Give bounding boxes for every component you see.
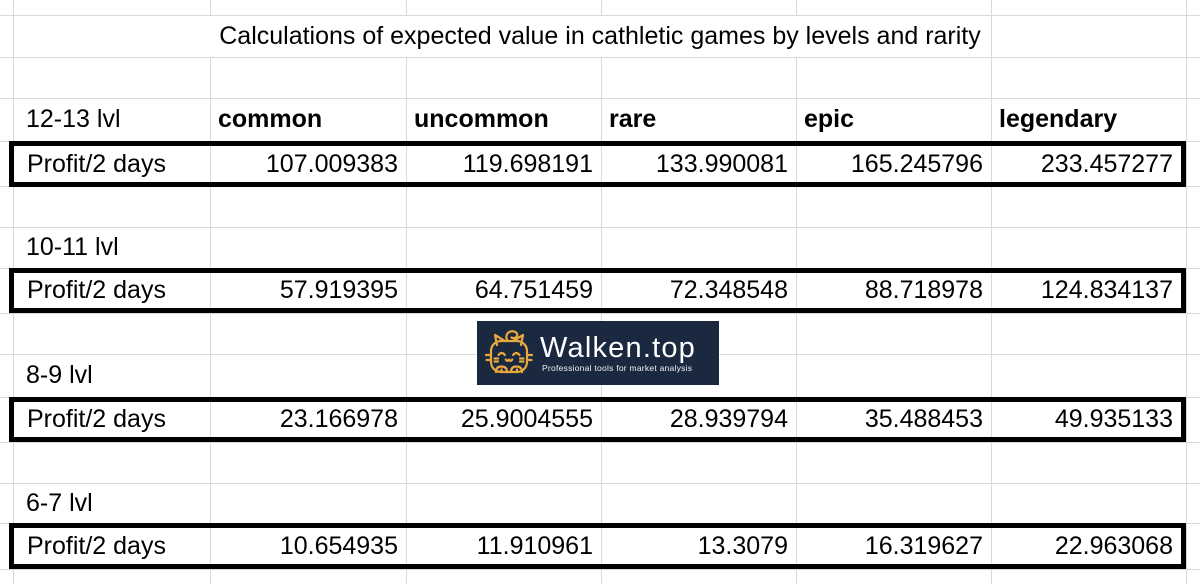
profit-value-legendary[interactable]: 233.457277 [991, 146, 1181, 182]
watermark-logo: Walken.top Professional tools for market… [477, 321, 719, 385]
rarity-header-common[interactable]: common [218, 105, 323, 133]
brand-tagline: Professional tools for market analysis [542, 362, 693, 373]
profit-value-common[interactable]: 23.166978 [210, 402, 406, 437]
h-gridline [0, 227, 1200, 228]
profit-row-label[interactable]: Profit/2 days [27, 276, 166, 304]
level-label-12-13[interactable]: 12-13 lvl [26, 105, 121, 133]
profit-row-10-11: Profit/2 days 57.919395 64.751459 72.348… [9, 268, 1186, 313]
profit-value-legendary[interactable]: 124.834137 [991, 273, 1181, 308]
profit-value-legendary[interactable]: 22.963068 [991, 528, 1181, 564]
profit-value-rare[interactable]: 13.3079 [601, 528, 796, 564]
profit-value-common[interactable]: 107.009383 [210, 146, 406, 182]
profit-row-6-7: Profit/2 days 10.654935 11.910961 13.307… [9, 523, 1186, 569]
profit-value-uncommon[interactable]: 64.751459 [406, 273, 601, 308]
profit-value-uncommon[interactable]: 25.9004555 [406, 402, 601, 437]
profit-row-label[interactable]: Profit/2 days [27, 405, 166, 433]
h-gridline [0, 313, 1200, 314]
profit-value-rare[interactable]: 133.990081 [601, 146, 796, 182]
profit-value-uncommon[interactable]: 11.910961 [406, 528, 601, 564]
rarity-header-epic[interactable]: epic [804, 105, 855, 133]
h-gridline [0, 483, 1200, 484]
h-gridline [0, 57, 1200, 58]
rarity-header-legendary[interactable]: legendary [999, 105, 1118, 133]
brand-name: Walken.top [540, 332, 696, 364]
profit-row-label[interactable]: Profit/2 days [27, 531, 166, 560]
profit-value-uncommon[interactable]: 119.698191 [406, 146, 601, 182]
profit-value-rare[interactable]: 72.348548 [601, 273, 796, 308]
profit-value-epic[interactable]: 16.319627 [796, 528, 991, 564]
walken-cat-icon [485, 330, 533, 374]
profit-value-rare[interactable]: 28.939794 [601, 402, 796, 437]
level-label-8-9[interactable]: 8-9 lvl [26, 361, 93, 389]
watermark-text: Walken.top Professional tools for market… [540, 333, 696, 374]
profit-value-common[interactable]: 57.919395 [210, 273, 406, 308]
profit-value-legendary[interactable]: 49.935133 [991, 402, 1181, 437]
profit-row-label[interactable]: Profit/2 days [27, 149, 166, 178]
h-gridline [0, 569, 1200, 570]
h-gridline [0, 15, 1200, 16]
title-cell-background [14, 16, 990, 57]
level-label-10-11[interactable]: 10-11 lvl [26, 233, 119, 261]
v-gridline [1186, 0, 1187, 584]
h-gridline [0, 442, 1200, 443]
h-gridline [0, 98, 1200, 99]
level-label-6-7[interactable]: 6-7 lvl [26, 488, 93, 517]
rarity-header-rare[interactable]: rare [609, 105, 657, 133]
profit-value-epic[interactable]: 35.488453 [796, 402, 991, 437]
profit-value-epic[interactable]: 88.718978 [796, 273, 991, 308]
profit-row-12-13: Profit/2 days 107.009383 119.698191 133.… [9, 141, 1186, 187]
sheet-title[interactable]: Calculations of expected value in cathle… [219, 21, 981, 50]
profit-value-epic[interactable]: 165.245796 [796, 146, 991, 182]
rarity-header-uncommon[interactable]: uncommon [414, 105, 549, 133]
profit-row-8-9: Profit/2 days 23.166978 25.9004555 28.93… [9, 397, 1186, 442]
profit-value-common[interactable]: 10.654935 [210, 528, 406, 564]
